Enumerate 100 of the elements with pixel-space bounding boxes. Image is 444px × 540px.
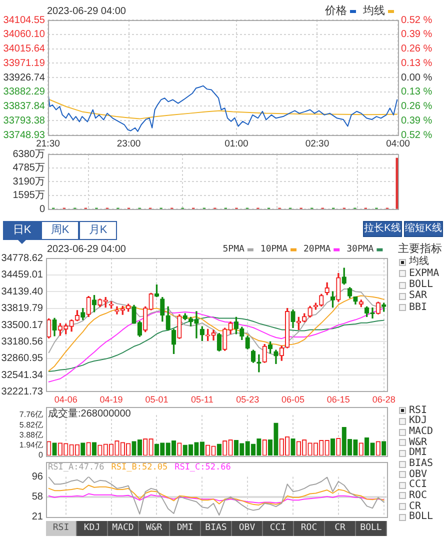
y-tick-label: 33971.19 xyxy=(3,58,46,69)
y2-tick-label: 0.52 % xyxy=(401,14,432,26)
y2-tick-label: 0.52 % xyxy=(401,130,432,141)
text: ROC xyxy=(409,490,428,501)
text: CR xyxy=(409,500,422,512)
text: RSI xyxy=(409,404,428,416)
checkbox[interactable] xyxy=(399,407,406,414)
tab[interactable]: ROC xyxy=(294,521,325,536)
checkbox[interactable] xyxy=(399,514,406,521)
y-tick-label: 34139.40 xyxy=(1,286,44,298)
legend-label: 价格 xyxy=(324,5,347,18)
bar xyxy=(216,444,222,456)
legend-label: 10PMA xyxy=(260,244,288,255)
y-tick-label: 0 xyxy=(38,450,44,460)
y2-tick-label: 0.39 % xyxy=(401,115,432,126)
y-tick-label: 32221.73 xyxy=(1,386,44,398)
y-tick-label: 33180.56 xyxy=(1,336,44,348)
y2-tick-label: 0.00 % xyxy=(401,72,432,84)
y2-tick-label: 0.13 % xyxy=(401,86,432,98)
checkbox[interactable] xyxy=(399,304,406,312)
tab[interactable]: DMI xyxy=(170,521,201,536)
text: EXPMA xyxy=(409,268,440,279)
x-tick-label: 05-01 xyxy=(145,394,168,405)
y-tick-label: 34104.55 xyxy=(3,14,46,26)
checkbox[interactable] xyxy=(399,282,406,288)
tab[interactable]: MACD xyxy=(108,521,139,536)
y-tick-label: 33819.79 xyxy=(1,303,44,314)
legend-label: 均线 xyxy=(362,4,385,18)
tab[interactable]: BIAS xyxy=(201,521,232,536)
text: DMI xyxy=(409,447,428,458)
x-tick-label: 21:30 xyxy=(36,138,60,150)
checkbox[interactable] xyxy=(399,482,406,489)
tab[interactable]: CCI xyxy=(263,521,294,536)
checkbox[interactable] xyxy=(399,258,406,266)
button[interactable]: 缩短K线 xyxy=(404,221,443,237)
bar xyxy=(80,442,86,456)
bar xyxy=(52,442,57,456)
y-tick-label: 7.76亿 xyxy=(19,410,43,420)
y-tick-label: 34060.10 xyxy=(3,29,46,40)
text: MACD xyxy=(409,426,434,438)
tab[interactable]: BOLL xyxy=(356,521,387,536)
button[interactable]: 拉长K线 xyxy=(363,221,402,237)
text: 主要指标 xyxy=(398,243,442,255)
y-tick-label: 32860.95 xyxy=(1,353,44,364)
y-tick-label: 34459.01 xyxy=(1,270,44,281)
legend-label: 5PMA xyxy=(222,244,246,255)
x-tick-label: 06-28 xyxy=(372,394,396,405)
x-tick-label: 05-23 xyxy=(236,394,260,405)
y-tick-label: 33926.74 xyxy=(3,72,46,84)
text: BIAS xyxy=(409,458,434,469)
bar xyxy=(382,441,386,456)
checkbox[interactable] xyxy=(399,471,406,478)
tab[interactable]: 周K xyxy=(41,221,79,240)
x-tick-label: 06-05 xyxy=(281,394,305,405)
checkbox[interactable] xyxy=(399,503,406,510)
tab[interactable]: OBV xyxy=(232,521,263,536)
y-tick-label: 32541.34 xyxy=(1,370,44,381)
y-tick-label: 33837.84 xyxy=(3,101,46,112)
text: 均线 xyxy=(409,256,429,268)
x-tick-label: 04-06 xyxy=(54,394,78,405)
x-tick-label: 02:30 xyxy=(305,138,330,150)
checkbox[interactable] xyxy=(399,292,406,300)
checkbox[interactable] xyxy=(399,450,406,457)
y-tick-label: 34015.64 xyxy=(3,44,46,54)
series-label: RSI_B:52.05 xyxy=(111,462,168,472)
y-tick-label: 3190万 xyxy=(12,176,45,188)
y-tick-label: 21 xyxy=(32,511,44,522)
y2-tick-label: 0.26 % xyxy=(401,44,432,54)
y-tick-label: 33748.93 xyxy=(3,130,46,141)
tab[interactable]: RSI xyxy=(46,521,77,536)
y-tick-label: 5.82亿 xyxy=(19,420,43,430)
tab[interactable]: W&R xyxy=(139,521,170,536)
text: OBV xyxy=(409,468,428,480)
tab[interactable]: KDJ xyxy=(77,521,108,536)
y-tick-label: 58 xyxy=(32,492,44,503)
tab[interactable]: 日K xyxy=(3,221,41,240)
y-tick-label: 34778.62 xyxy=(1,253,44,264)
text: CCI xyxy=(409,479,428,490)
y-tick-label: 1595万 xyxy=(12,190,45,201)
text: KDJ xyxy=(409,415,428,426)
text: BOLL xyxy=(409,279,434,290)
series-label: RSI_A:47.76 xyxy=(48,462,104,472)
tab[interactable]: 月K xyxy=(79,221,117,240)
checkbox[interactable] xyxy=(399,492,406,500)
checkbox[interactable] xyxy=(399,270,406,278)
y2-tick-label: 0.26 % xyxy=(401,101,432,112)
y-tick-label: 6380万 xyxy=(12,148,45,160)
y-tick-label: 4785万 xyxy=(12,162,45,174)
checkbox[interactable] xyxy=(399,439,406,446)
checkbox[interactable] xyxy=(399,418,406,425)
checkbox[interactable] xyxy=(399,460,406,468)
x-tick-label: 04-19 xyxy=(100,394,123,405)
x-tick-label: 06-15 xyxy=(326,394,350,405)
x-tick-label: 04:00 xyxy=(386,138,410,150)
tab[interactable]: CR xyxy=(325,521,356,536)
y-tick-label: 0 xyxy=(39,204,46,215)
checkbox[interactable] xyxy=(399,428,406,436)
x-tick-label: 23:00 xyxy=(116,138,141,150)
y2-tick-label: 0.13 % xyxy=(401,58,432,69)
y-tick-label: 96 xyxy=(32,471,44,482)
